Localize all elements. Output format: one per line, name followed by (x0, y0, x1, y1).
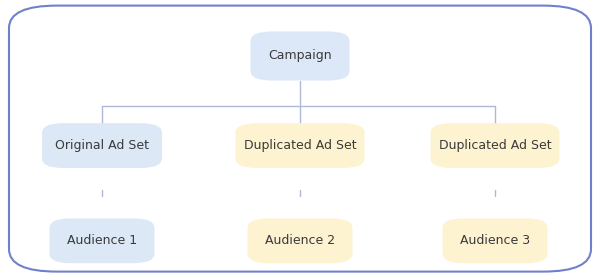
FancyBboxPatch shape (235, 123, 365, 168)
Text: Original Ad Set: Original Ad Set (55, 139, 149, 152)
Text: Audience 1: Audience 1 (67, 234, 137, 247)
Text: Duplicated Ad Set: Duplicated Ad Set (439, 139, 551, 152)
FancyBboxPatch shape (430, 123, 559, 168)
Text: Audience 2: Audience 2 (265, 234, 335, 247)
Text: Duplicated Ad Set: Duplicated Ad Set (244, 139, 356, 152)
Text: Audience 3: Audience 3 (460, 234, 530, 247)
FancyBboxPatch shape (442, 218, 547, 263)
FancyBboxPatch shape (42, 123, 162, 168)
FancyBboxPatch shape (248, 218, 352, 263)
Text: Campaign: Campaign (268, 50, 332, 62)
FancyBboxPatch shape (251, 32, 349, 81)
FancyBboxPatch shape (9, 6, 591, 272)
FancyBboxPatch shape (50, 218, 155, 263)
